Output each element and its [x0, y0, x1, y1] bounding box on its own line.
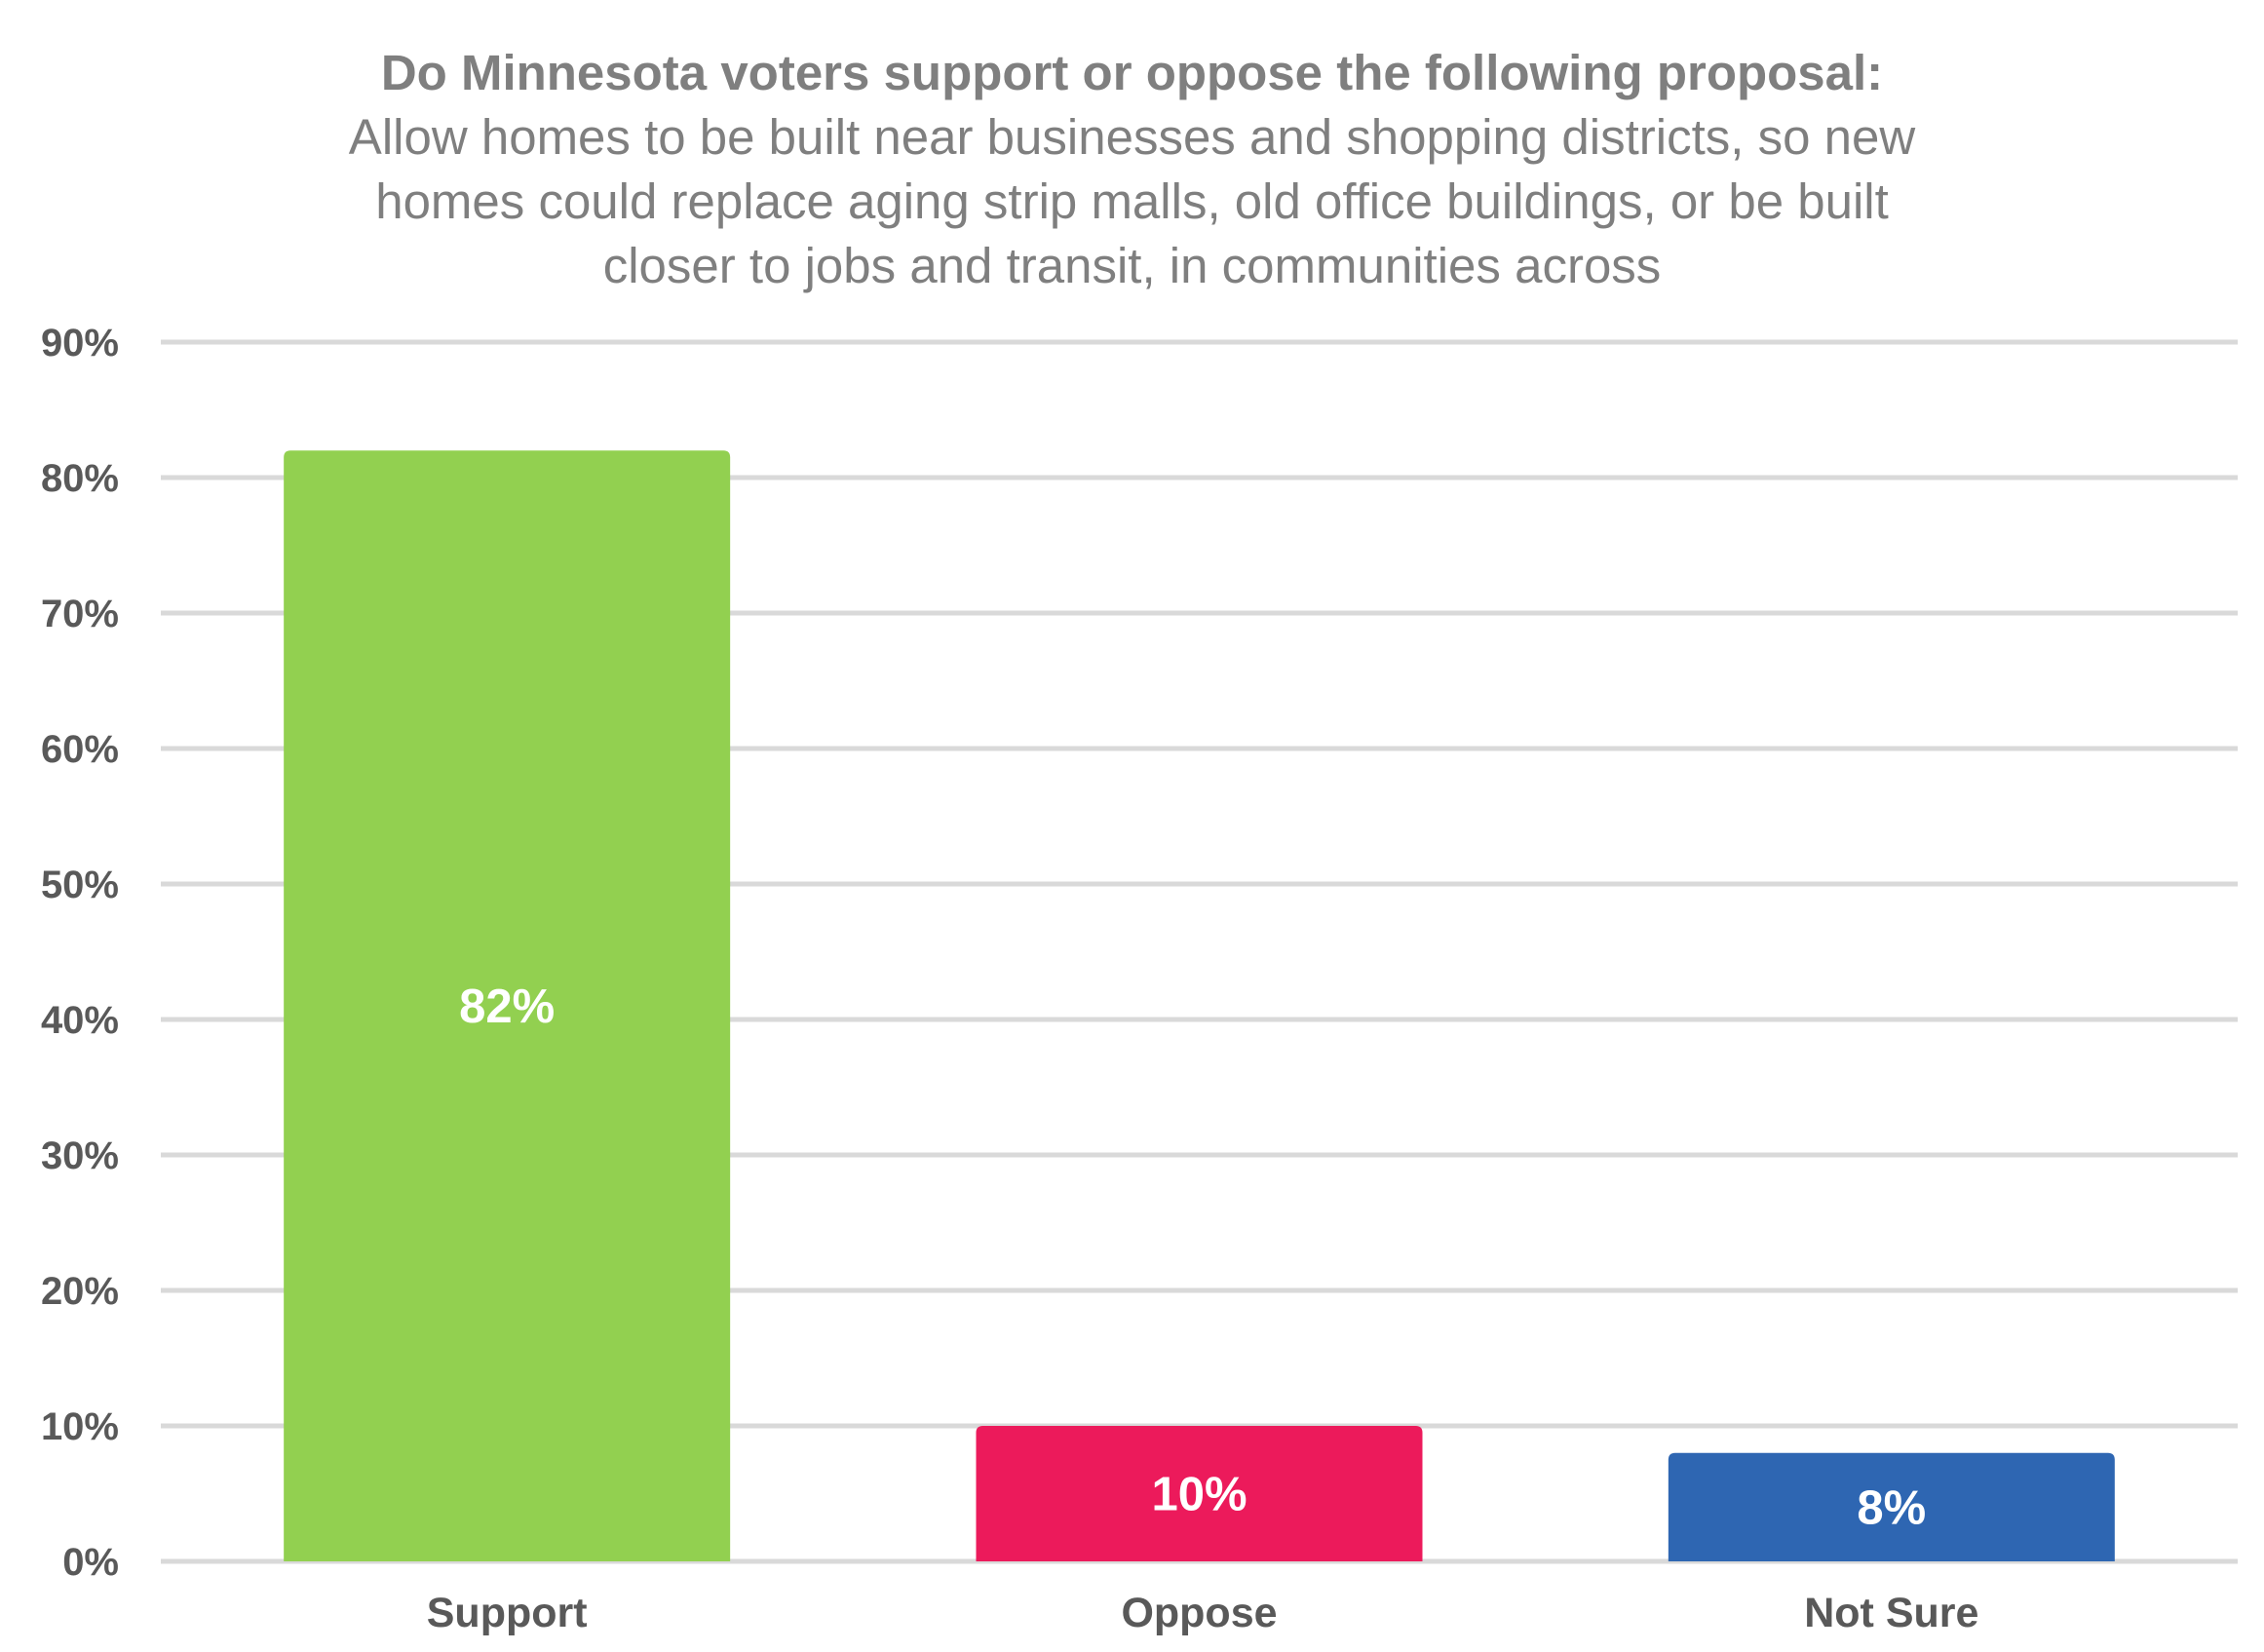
data-label: 10%	[1151, 1469, 1247, 1521]
chart-subtitle-line-3: closer to jobs and transit, in communiti…	[602, 238, 1662, 293]
data-label: 82%	[459, 980, 555, 1033]
x-category-label: Support	[427, 1590, 588, 1636]
y-tick-label: 40%	[41, 999, 119, 1042]
y-tick-label: 90%	[41, 322, 119, 365]
bars	[284, 450, 2115, 1562]
y-tick-label: 60%	[41, 728, 119, 771]
bar-not-sure	[1668, 1452, 2115, 1561]
y-tick-label: 0%	[62, 1541, 119, 1584]
chart-title-block: Do Minnesota voters support or oppose th…	[0, 41, 2264, 298]
y-tick-label: 70%	[41, 593, 119, 635]
bar-oppose	[976, 1426, 1423, 1561]
y-tick-label: 80%	[41, 457, 119, 500]
data-label: 8%	[1857, 1481, 1926, 1534]
y-tick-label: 30%	[41, 1134, 119, 1177]
data-labels: 82% 10% 8%	[459, 980, 1926, 1534]
chart-subtitle-line-1: Allow homes to be built near businesses …	[348, 109, 1916, 165]
chart-title: Do Minnesota voters support or oppose th…	[380, 45, 1884, 100]
chart-subtitle-line-2: homes could replace aging strip malls, o…	[375, 173, 1889, 229]
y-tick-label: 50%	[41, 864, 119, 906]
x-axis-categories: Support Oppose Not Sure	[427, 1590, 1979, 1636]
x-category-label: Oppose	[1121, 1590, 1277, 1636]
x-category-label: Not Sure	[1804, 1590, 1978, 1636]
bar-support	[284, 450, 731, 1562]
y-axis-ticks: 0% 10% 20% 30% 40% 50% 60% 70% 80% 90%	[41, 322, 119, 1584]
y-tick-label: 20%	[41, 1270, 119, 1313]
y-tick-label: 10%	[41, 1405, 119, 1448]
